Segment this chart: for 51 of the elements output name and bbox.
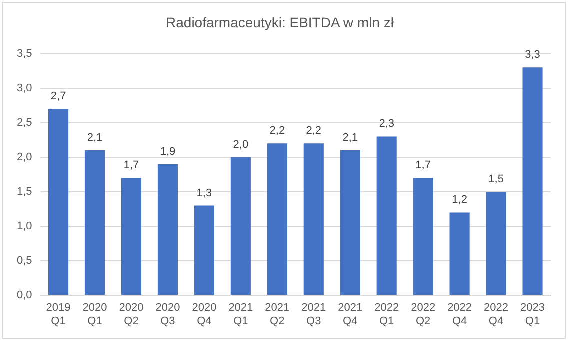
y-tick-label: 3,5: [16, 48, 32, 60]
x-tick-label: 2022 Q4: [484, 302, 509, 328]
data-label: 3,3: [525, 49, 540, 62]
y-tick-label: 2,5: [16, 116, 32, 129]
data-label: 1,7: [124, 160, 140, 172]
bar: [194, 206, 214, 296]
data-label: 2,1: [342, 132, 358, 144]
bar: [486, 192, 506, 296]
x-tick-label: 2021 Q4: [338, 302, 363, 328]
data-label: 2,0: [233, 138, 249, 151]
x-tick-label: 2020 Q3: [156, 302, 180, 328]
y-tick-label: 1,0: [16, 220, 32, 233]
bar: [340, 150, 360, 296]
bar: [121, 178, 142, 296]
y-tick-label: 3,0: [16, 82, 32, 94]
bar: [413, 178, 434, 296]
data-label: 2,2: [270, 125, 286, 138]
bar: [522, 68, 543, 296]
x-tick-label: 2021 Q3: [302, 302, 326, 328]
data-label: 2,3: [379, 118, 394, 130]
bar: [267, 144, 288, 296]
data-label: 2,2: [306, 125, 322, 138]
bar: [450, 212, 470, 296]
bar: [158, 164, 178, 296]
data-label: 1,7: [416, 160, 431, 172]
data-label: 2,1: [87, 132, 103, 144]
bar: [84, 150, 106, 296]
x-tick-label: 2022 Q4: [448, 302, 472, 328]
x-tick-label: 2020 Q1: [82, 302, 108, 328]
data-label: 1,9: [160, 146, 176, 158]
y-tick-label: 1,5: [16, 186, 32, 198]
data-label: 1,5: [488, 174, 504, 186]
x-tick-label: 2019 Q1: [46, 302, 71, 328]
data-label: 1,2: [452, 194, 468, 206]
x-tick-label: 2022 Q2: [411, 302, 436, 328]
x-tick-label: 2020 Q4: [192, 302, 217, 328]
x-tick-label: 2022 Q1: [374, 302, 400, 328]
data-label: 2,7: [50, 90, 66, 103]
bar: [376, 136, 397, 296]
x-tick-label: 2021 Q1: [228, 302, 254, 328]
chart-title: Radiofarmaceutyki: EBITDA w mln zł: [166, 14, 395, 30]
x-tick-label: 2021 Q2: [265, 302, 290, 328]
x-tick-label: 2023 Q1: [520, 302, 546, 328]
y-tick-label: 0,5: [16, 255, 32, 268]
data-label: 1,3: [196, 187, 212, 200]
bar: [48, 109, 69, 296]
y-tick-label: 2,0: [16, 151, 32, 164]
y-tick-label: 0,0: [16, 290, 32, 302]
bar: [304, 144, 324, 296]
bar: [230, 157, 251, 296]
x-tick-label: 2020 Q2: [119, 302, 144, 328]
